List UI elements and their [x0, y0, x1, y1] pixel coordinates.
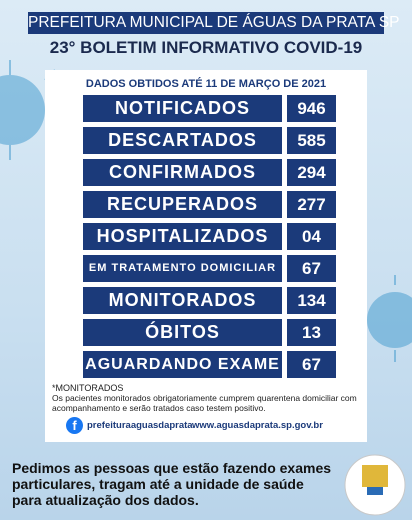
note-text: Os pacientes monitorados obrigatoriament… — [52, 393, 357, 413]
row-value: 67 — [287, 255, 336, 282]
row-value: 67 — [287, 351, 336, 378]
row-label: CONFIRMADOS — [83, 159, 282, 186]
row-label: DESCARTADOS — [83, 127, 282, 154]
title: PREFEITURA MUNICIPAL DE ÁGUAS DA PRATA S… — [28, 12, 400, 34]
row-value: 585 — [287, 127, 336, 154]
row-value: 277 — [287, 191, 336, 218]
row-label: ÓBITOS — [83, 319, 282, 346]
note-title: *MONITORADOS — [52, 383, 124, 393]
row-label: NOTIFICADOS — [83, 95, 282, 122]
row-label: AGUARDANDO EXAME — [83, 351, 282, 378]
row-value: 04 — [287, 223, 336, 250]
website-link[interactable]: www.aguasdaprata.sp.gov.br — [192, 420, 323, 431]
facebook-icon: f — [66, 417, 83, 434]
row-value: 946 — [287, 95, 336, 122]
row-value: 13 — [287, 319, 336, 346]
row-label: HOSPITALIZADOS — [83, 223, 282, 250]
row-value: 134 — [287, 287, 336, 314]
row-value: 294 — [287, 159, 336, 186]
row-label: RECUPERADOS — [83, 191, 282, 218]
facebook-link[interactable]: prefeituraaguasdaprata — [87, 420, 193, 431]
row-label: EM TRATAMENTO DOMICILIAR — [83, 255, 282, 282]
row-label: MONITORADOS — [83, 287, 282, 314]
subtitle: 23° BOLETIM INFORMATIVO COVID-19 — [49, 38, 363, 57]
date-heading: DADOS OBTIDOS ATÉ 11 DE MARÇO DE 2021 — [85, 78, 327, 90]
footer-message: Pedimos as pessoas que estão fazendo exa… — [12, 460, 332, 508]
